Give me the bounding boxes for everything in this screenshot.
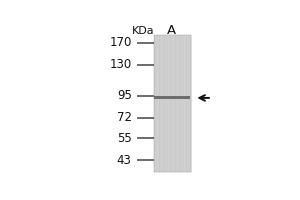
Text: 55: 55 xyxy=(117,132,132,145)
Bar xyxy=(154,35,191,172)
Text: 170: 170 xyxy=(109,36,132,49)
Text: 95: 95 xyxy=(117,89,132,102)
Bar xyxy=(154,96,190,99)
Text: 43: 43 xyxy=(117,154,132,167)
Text: 72: 72 xyxy=(117,111,132,124)
Text: KDa: KDa xyxy=(132,26,154,36)
Text: A: A xyxy=(167,24,176,37)
Text: 130: 130 xyxy=(110,58,132,71)
